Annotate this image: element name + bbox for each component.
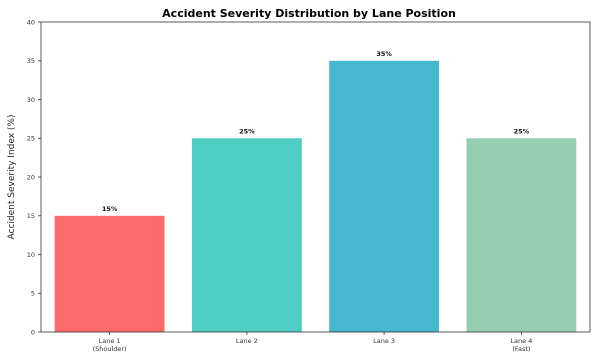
y-tick-label: 40 <box>27 18 35 26</box>
bar-1 <box>54 215 165 333</box>
y-tick-label: 30 <box>27 96 35 104</box>
data-label-3: 35% <box>376 50 392 58</box>
x-tick-label-2: Lane 2 <box>236 337 258 345</box>
x-tick-label-line: Lane 3 <box>373 337 395 345</box>
bar-2 <box>192 138 302 333</box>
data-label-4: 25% <box>514 127 530 135</box>
x-tick-label-3: Lane 3 <box>373 337 395 345</box>
bar-3 <box>329 60 439 333</box>
x-tick-label-1: Lane 1 (Shoulder) <box>93 337 127 353</box>
y-tick-label: 0 <box>31 328 35 336</box>
chart-title: Accident Severity Distribution by Lane P… <box>162 7 456 20</box>
y-tick-label: 15 <box>27 212 35 220</box>
x-tick-label-4: Lane 4 (Fast) <box>510 337 532 353</box>
bar-4 <box>466 138 577 333</box>
plot-frame <box>40 21 591 333</box>
x-tick-label-line: Lane 1 <box>99 337 121 345</box>
data-label-1: 15% <box>102 205 118 213</box>
y-tick-label: 25 <box>27 135 35 143</box>
plot-area: 15% Lane 1 (Shoulder) 25% Lane 2 35% Lane 3 25%… <box>27 18 591 353</box>
y-tick-label: 20 <box>27 173 35 181</box>
y-axis-label: Accident Severity Index (%) <box>7 115 17 240</box>
y-tick-label: 10 <box>27 251 35 259</box>
x-tick-label-line: (Fast) <box>512 345 530 353</box>
x-tick-label-line: Lane 2 <box>236 337 258 345</box>
x-tick-label-line: Lane 4 <box>510 337 532 345</box>
y-tick-label: 5 <box>31 290 35 298</box>
x-tick-label-line: (Shoulder) <box>93 345 127 353</box>
y-tick-label: 35 <box>27 57 35 65</box>
data-label-2: 25% <box>239 127 255 135</box>
